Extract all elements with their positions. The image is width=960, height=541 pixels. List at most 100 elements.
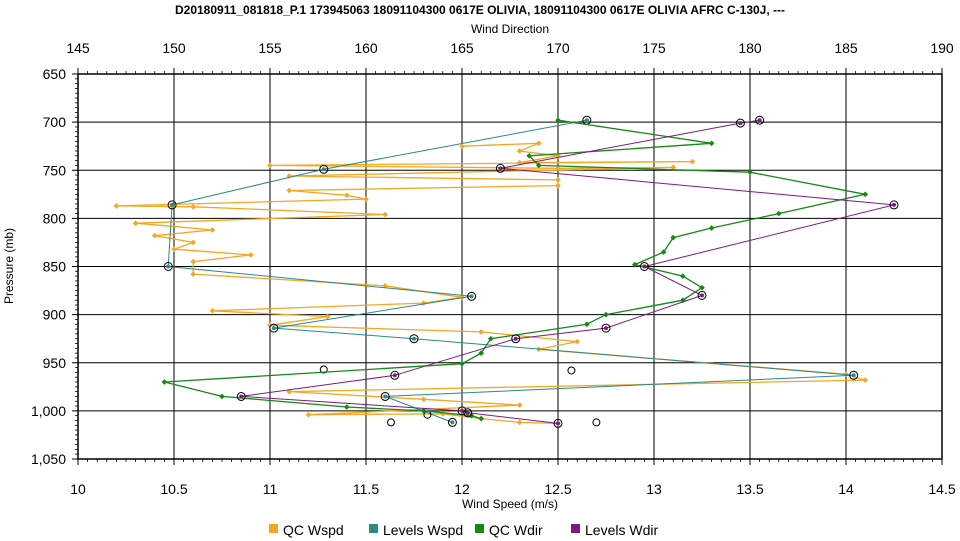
y-tick-label: 1,050: [31, 451, 66, 467]
open-circle-marker: [592, 418, 601, 427]
y-tick-label: 1,000: [31, 403, 66, 419]
level-circle-marker: [639, 262, 649, 271]
series-point: [209, 307, 216, 314]
series-point: [392, 373, 397, 378]
series-point: [468, 412, 475, 419]
x-bottom-tick-label: 11.5: [353, 481, 379, 497]
x-top-tick-label: 180: [738, 40, 762, 56]
tick-labels: 10 10.5 11 11.5 12 12.5 13 13.5 14 14.5 145 150 155 1…: [31, 40, 956, 497]
series-point: [670, 234, 677, 241]
series-point: [420, 396, 427, 403]
series-point: [555, 165, 561, 172]
series-point: [660, 249, 667, 255]
x-bottom-tick-label: 12: [454, 481, 470, 497]
level-circle-marker: [457, 406, 467, 416]
series-point: [343, 192, 350, 199]
level-circle-marker: [163, 262, 173, 271]
series-point: [209, 227, 216, 233]
x-bottom-tick-label: 13: [646, 481, 662, 497]
series-point: [642, 264, 647, 269]
x-top-tick-label: 185: [834, 40, 858, 56]
x-bottom-tick-label: 14.5: [928, 481, 955, 497]
series-point: [132, 220, 139, 227]
series-point: [420, 408, 427, 414]
series-point: [535, 140, 542, 147]
legend-swatch: [475, 524, 484, 533]
level-circle-marker: [889, 200, 899, 210]
legend: QC Wspd Levels Wspd QC Wdir Levels Wdir: [269, 522, 658, 538]
series-point: [851, 373, 856, 378]
series-point: [190, 258, 197, 265]
x-top-tick-label: 145: [66, 40, 90, 56]
series-point: [305, 411, 312, 418]
series-point: [478, 415, 485, 422]
series-point: [516, 419, 523, 426]
level-circle-marker: [697, 290, 707, 300]
open-circle-marker: [319, 365, 328, 374]
x-top-tick-label: 160: [354, 40, 378, 56]
level-circle-marker: [735, 118, 745, 128]
series-point: [439, 410, 446, 417]
plot-frame: [77, 73, 943, 460]
series-point: [738, 121, 743, 126]
level-circle-marker: [849, 370, 859, 380]
level-circle-marker: [511, 334, 521, 344]
legend-item: Levels Wspd: [369, 522, 463, 538]
series-point: [603, 311, 609, 318]
series-point: [190, 239, 197, 246]
y-tick-label: 850: [43, 259, 67, 275]
series-point: [584, 321, 590, 328]
series-point: [239, 394, 244, 399]
series-point: [267, 162, 273, 169]
y-tick-label: 750: [43, 162, 67, 178]
open-circle-marker: [386, 418, 395, 427]
y-tick-label: 900: [43, 307, 67, 323]
series-point: [555, 177, 561, 183]
top-axis-title: Wind Direction: [471, 22, 549, 36]
level-circle-marker: [467, 291, 477, 301]
series-point: [286, 187, 293, 194]
series-point: [574, 338, 581, 345]
series-point: [161, 379, 168, 385]
level-circle-marker: [553, 418, 563, 428]
series-point: [670, 164, 677, 171]
series-point: [708, 225, 715, 231]
plot-marks: [113, 115, 899, 428]
legend-item: QC Wspd: [269, 522, 344, 538]
series-point: [892, 202, 896, 207]
series-point: [190, 203, 197, 210]
series-point: [459, 360, 465, 367]
x-bottom-tick-label: 11: [263, 481, 278, 497]
level-circle-marker: [380, 391, 390, 401]
open-circle-marker: [567, 366, 576, 375]
level-circle-marker: [409, 334, 419, 344]
series-point: [757, 118, 762, 123]
series-point: [170, 202, 175, 207]
level-circle-marker: [167, 200, 177, 210]
series-point: [513, 336, 518, 341]
series-point: [555, 117, 561, 124]
series-point: [219, 393, 225, 400]
series-point: [271, 326, 276, 331]
series-point: [487, 335, 494, 342]
level-circle-marker: [319, 164, 329, 174]
series-point: [584, 118, 589, 123]
y-tick-label: 800: [43, 210, 67, 226]
legend-label: Levels Wspd: [383, 522, 463, 538]
series-point: [420, 300, 427, 306]
x-top-tick-label: 165: [450, 40, 474, 56]
y-tick-label: 650: [43, 66, 67, 82]
series-point: [498, 166, 503, 171]
series-point: [747, 169, 753, 176]
legend-swatch: [369, 524, 378, 533]
x-top-tick-label: 150: [162, 40, 186, 56]
chart-title: D20180911_081818_P.1 173945063 180911043…: [175, 3, 785, 17]
x-bottom-tick-label: 10: [70, 481, 86, 497]
series-point: [247, 252, 254, 258]
level-circle-marker: [447, 417, 457, 427]
x-top-tick-label: 155: [258, 40, 282, 56]
series-point: [343, 404, 350, 410]
level-circle-marker: [269, 323, 279, 333]
level-circle-marker: [495, 163, 505, 173]
